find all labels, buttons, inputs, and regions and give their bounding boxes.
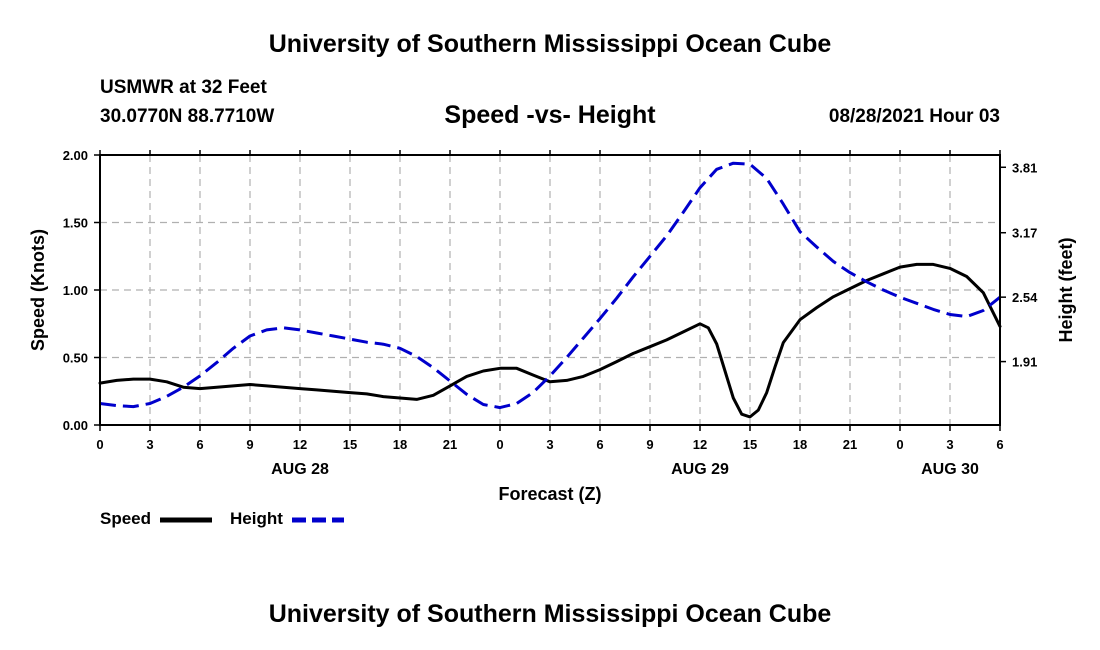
footer-title: University of Southern Mississippi Ocean… xyxy=(268,600,832,628)
x-tick-label: 9 xyxy=(646,437,653,452)
legend-speed-label: Speed xyxy=(100,509,152,528)
main-title: University of Southern Mississippi Ocean… xyxy=(268,30,832,58)
x-tick-label: 18 xyxy=(793,437,807,452)
x-tick-label: 3 xyxy=(146,437,153,452)
y2-tick-label: 3.17 xyxy=(1012,226,1037,241)
grid xyxy=(100,155,1000,425)
series-speed-line xyxy=(98,262,1002,419)
station-coordinates: 30.0770N 88.7710W xyxy=(100,106,275,127)
date-label: AUG 30 xyxy=(921,461,979,478)
x-tick-label: 9 xyxy=(246,437,253,452)
chart-title: Speed -vs- Height xyxy=(444,101,656,129)
x-tick-label: 3 xyxy=(546,437,553,452)
ticks xyxy=(94,150,1006,431)
y-tick-label: 2.00 xyxy=(63,148,88,163)
legend-height-label: Height xyxy=(230,509,283,528)
forecast-time: 08/28/2021 Hour 03 xyxy=(828,106,1000,127)
x-tick-label: 6 xyxy=(196,437,203,452)
x-tick-label: 12 xyxy=(693,437,707,452)
x-tick-label: 15 xyxy=(743,437,757,452)
x-tick-label: 12 xyxy=(293,437,307,452)
y-tick-label: 1.00 xyxy=(63,283,88,298)
x-tick-label: 21 xyxy=(843,437,857,452)
station-name: USMWR at 32 Feet xyxy=(100,77,267,98)
x-axis-title: Forecast (Z) xyxy=(498,484,601,504)
series-layer xyxy=(98,161,1002,419)
x-tick-label: 15 xyxy=(343,437,357,452)
y2-axis-title: Height (feet) xyxy=(1056,238,1076,343)
date-label: AUG 28 xyxy=(271,461,329,478)
x-tick-label: 18 xyxy=(393,437,407,452)
y-tick-label: 1.50 xyxy=(63,216,88,231)
x-tick-label: 0 xyxy=(96,437,103,452)
date-label: AUG 29 xyxy=(671,461,729,478)
x-tick-label: 6 xyxy=(596,437,603,452)
axis-labels: 0 3 6 9 12 15 18 21 0 3 6 9 12 15 18 21 0 3 6 0.00 0.50 1.00 1… xyxy=(28,148,1076,504)
x-tick-label: 0 xyxy=(496,437,503,452)
y-tick-label: 0.00 xyxy=(63,418,88,433)
y-tick-label: 0.50 xyxy=(63,351,88,366)
y2-tick-label: 3.81 xyxy=(1012,160,1037,175)
x-tick-label: 3 xyxy=(946,437,953,452)
x-tick-label: 6 xyxy=(996,437,1003,452)
y-axis-title: Speed (Knots) xyxy=(28,229,48,351)
series-height-line xyxy=(99,161,1001,410)
y2-tick-label: 2.54 xyxy=(1012,290,1038,305)
y2-tick-label: 1.91 xyxy=(1012,355,1037,370)
x-tick-label: 0 xyxy=(896,437,903,452)
x-tick-label: 21 xyxy=(443,437,457,452)
